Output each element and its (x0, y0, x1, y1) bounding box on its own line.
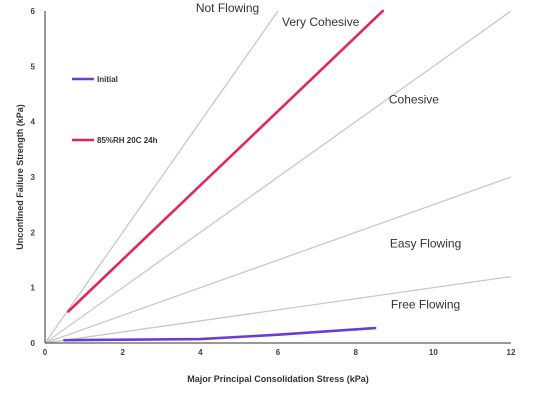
y-tick-label: 0 (31, 339, 36, 348)
legend-label: Initial (97, 75, 118, 84)
region-label: Easy Flowing (390, 236, 461, 250)
region-label: Not Flowing (196, 1, 259, 15)
x-tick-label: 8 (353, 348, 358, 357)
y-tick-label: 1 (31, 284, 36, 293)
x-tick-label: 2 (120, 348, 125, 357)
series-line-0 (63, 326, 377, 342)
boundary-line-2 (44, 176, 512, 344)
y-tick-label: 6 (31, 7, 36, 16)
legend-label: 85%RH 20C 24h (97, 136, 158, 145)
x-tick-label: 6 (276, 348, 281, 357)
axes (44, 11, 511, 344)
legend: Initial 85%RH 20C 24h (72, 75, 158, 145)
x-tick-label: 10 (429, 348, 438, 357)
x-tick-label: 0 (43, 348, 48, 357)
region-labels: Not Flowing Very Cohesive Cohesive Easy Flo… (196, 1, 461, 311)
data-series (63, 9, 385, 342)
y-tick-label: 4 (31, 118, 36, 127)
y-tick-label: 3 (31, 173, 36, 182)
boundary-line-3 (44, 275, 512, 344)
region-label: Cohesive (389, 93, 439, 107)
x-tick-label: 4 (198, 348, 203, 357)
x-tick-labels: 0 2 4 6 8 10 12 (43, 348, 516, 357)
x-tick-label: 12 (507, 348, 516, 357)
boundary-line-0 (44, 10, 279, 344)
x-axis-title: Major Principal Consolidation Stress (kP… (187, 374, 369, 384)
y-tick-label: 2 (31, 228, 36, 237)
flow-region-boundaries (44, 10, 512, 344)
region-label: Free Flowing (391, 297, 460, 311)
region-label: Very Cohesive (282, 15, 360, 29)
y-tick-labels: 0 1 2 3 4 5 6 (31, 7, 36, 348)
series-line-1 (67, 9, 385, 313)
y-axis-title: Unconfined Failure Strength (kPa) (15, 104, 25, 250)
boundary-line-1 (44, 10, 512, 344)
y-tick-label: 5 (31, 62, 36, 71)
